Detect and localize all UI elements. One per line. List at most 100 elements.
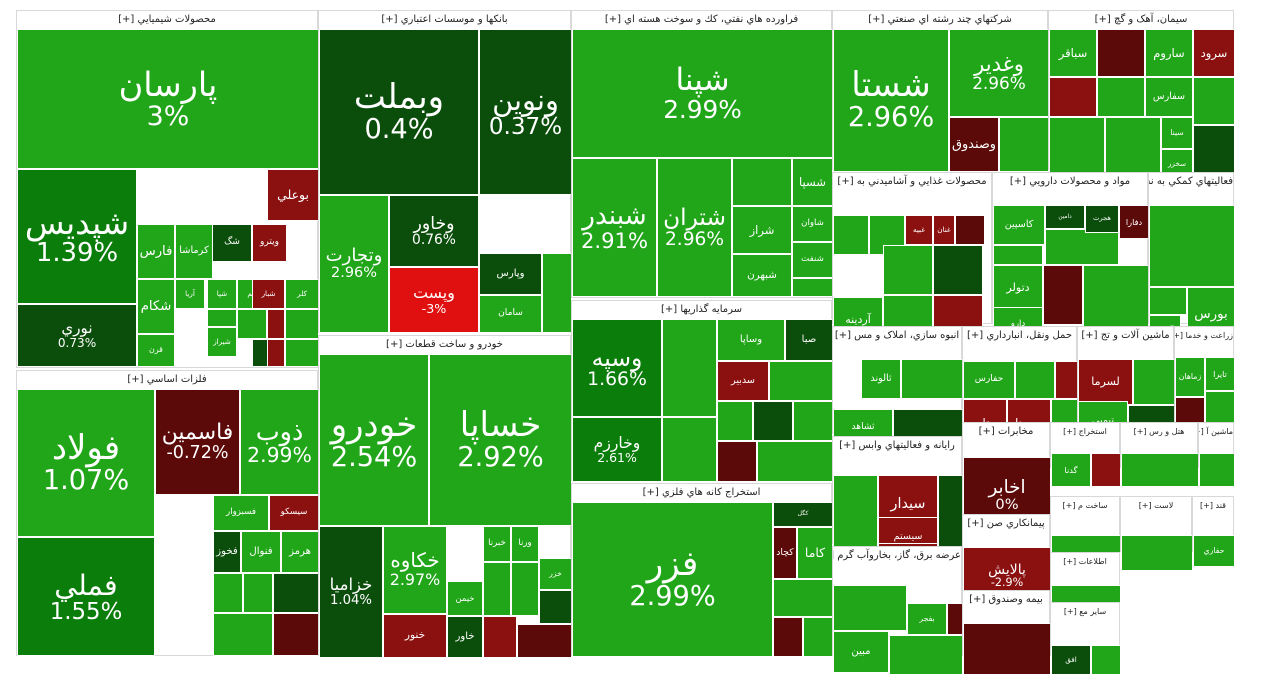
minor-tile[interactable] [237,309,267,339]
stock-tile[interactable]: دفارا [1119,205,1149,239]
stock-tile[interactable]: بوعلي [267,169,319,221]
sector-3[interactable]: خودرو و ساخت قطعات [+] خودرو 2.54% خساپا 2.9… [318,335,572,658]
stock-tile[interactable]: خاور [447,616,483,658]
sector-20[interactable]: بيمه وصندوق [+] [962,590,1051,675]
stock-tile[interactable]: گدنا [1051,453,1091,487]
sector-header[interactable]: پيمانكاري صن [+] [963,515,1049,532]
stock-tile[interactable]: لسرما [1078,359,1133,405]
minor-tile[interactable] [542,253,572,333]
minor-tile[interactable] [267,339,285,367]
minor-tile[interactable] [732,158,792,206]
minor-tile[interactable] [267,309,285,339]
sector-header[interactable]: مواد و محصولات دارويي [+] [993,173,1147,190]
stock-tile[interactable]: شسپا [792,158,833,206]
stock-tile[interactable]: وخاور 0.76% [389,195,479,267]
minor-tile[interactable] [1097,77,1145,117]
minor-tile[interactable] [793,401,833,441]
sector-0[interactable]: محصولات شيميايي [+] پارسان 3% شپديس 1.39% نور… [16,10,319,368]
stock-tile[interactable]: وساپا [717,319,785,361]
minor-tile[interactable] [717,441,757,482]
stock-tile[interactable]: نوري 0.73% [17,304,137,367]
minor-tile[interactable] [1105,117,1161,179]
stock-tile[interactable]: شستا 2.96% [833,29,949,172]
sector-header[interactable]: محصولات غذايي و آشاميدني به [+] [833,173,991,190]
stock-tile[interactable]: ويترو [252,224,287,262]
sector-header[interactable]: استخراج [+] [1051,423,1119,440]
sector-header[interactable]: مخابرات [+] [963,423,1049,440]
sector-12[interactable]: انبوه سازي، املاک و مس [+] ثالوند ثشاهد [832,326,963,447]
stock-tile[interactable]: آريا [175,279,205,309]
minor-tile[interactable] [717,401,753,441]
minor-tile[interactable] [285,339,319,367]
sector-6[interactable]: استخراج كانه هاي فلزي [+] فزر 2.99% کگل کچاد… [571,483,833,657]
stock-tile[interactable]: ساروم [1145,29,1193,77]
sector-header[interactable]: خودرو و ساخت قطعات [+] [319,336,570,353]
stock-tile[interactable]: سفارس [1145,77,1193,117]
minor-tile[interactable] [753,401,793,441]
stock-tile[interactable]: فولاد 1.07% [17,389,155,537]
stock-tile[interactable]: ورنا [511,526,539,562]
minor-tile[interactable] [273,613,319,656]
stock-tile[interactable]: خبرنا [483,526,511,562]
sector-header[interactable]: فلزات اساسي [+] [17,371,317,388]
stock-tile[interactable]: صبا [785,319,833,361]
stock-tile[interactable]: حفاري [1193,535,1235,567]
stock-tile[interactable]: وغدير 2.96% [949,29,1049,117]
stock-tile[interactable]: ذوب 2.99% [240,389,319,495]
stock-tile[interactable]: افق [1051,645,1091,675]
sector-7[interactable]: شرکتهاي چند رشته اي صنعتي [+] شستا 2.96% وغ… [832,10,1049,172]
sector-header[interactable]: قند [+] [1193,497,1233,514]
minor-tile[interactable] [773,617,803,657]
stock-tile[interactable]: شتران 2.96% [657,158,732,297]
stock-tile[interactable]: شکام [137,279,175,334]
minor-tile[interactable] [662,319,717,417]
minor-tile[interactable] [833,215,869,255]
minor-tile[interactable] [803,617,833,657]
stock-tile[interactable]: وصندوق [949,117,999,172]
minor-tile[interactable] [1049,77,1097,117]
stock-tile[interactable]: کلر [285,279,319,309]
stock-tile[interactable]: پارسان 3% [17,29,319,169]
sector-header[interactable]: زراعت و خدما [+] [1175,327,1233,344]
minor-tile[interactable] [883,245,933,295]
minor-tile[interactable] [1149,205,1235,287]
stock-tile[interactable]: هرمز [281,531,319,573]
minor-tile[interactable] [1133,359,1175,405]
stock-tile[interactable]: وپارس [479,253,542,295]
minor-tile[interactable] [1049,117,1105,179]
sector-header[interactable]: ماشين آلات و تج [+] [1078,327,1173,344]
sector-header[interactable]: ماشين آ [+] [1199,423,1233,440]
minor-tile[interactable] [1149,287,1187,315]
stock-tile[interactable]: کرماشا [175,224,213,279]
minor-tile[interactable] [901,359,963,399]
sector-header[interactable]: بيمه وصندوق [+] [963,591,1049,608]
stock-tile[interactable]: دامين [1045,205,1085,229]
stock-tile[interactable]: فاسمين -0.72% [155,389,240,495]
sector-25[interactable]: لاست [+] [1120,496,1193,571]
stock-tile[interactable]: خكاوه 2.97% [383,526,447,614]
minor-tile[interactable] [285,309,319,339]
stock-tile[interactable]: شراز [732,206,792,254]
sector-16[interactable]: رايانه و فعاليتهاي وابس [+]سيدارسيستمربو… [832,436,963,565]
sector-26[interactable]: قند [+] حفاري [1192,496,1235,567]
sector-header[interactable]: سيمان، آهک و گچ [+] [1049,11,1233,28]
minor-tile[interactable] [1121,535,1193,571]
sector-header[interactable]: سرمايه گذاريها [+] [572,301,831,318]
sector-header[interactable]: ساخت م [+] [1051,497,1119,514]
sector-header[interactable]: حمل ونقل، انبارداري [+] [963,327,1076,344]
sector-header[interactable]: عرضه برق، گاز، بخاروآب گرم [+] [833,547,961,564]
stock-tile[interactable]: شبار [252,279,285,309]
minor-tile[interactable] [1199,453,1235,487]
minor-tile[interactable] [1091,645,1121,675]
sector-22[interactable]: هتل و رس [+] [1120,422,1199,487]
sector-21[interactable]: استخراج [+] گدنا [1050,422,1121,487]
stock-tile[interactable]: غنان [933,215,955,245]
sector-23[interactable]: ماشين آ [+] [1198,422,1235,487]
stock-tile[interactable]: شپديس 1.39% [17,169,137,304]
minor-tile[interactable] [1043,265,1083,325]
stock-tile[interactable]: فنوال [241,531,281,573]
stock-tile[interactable]: وسپه 1.66% [572,319,662,417]
stock-tile[interactable]: غبيه [905,215,933,245]
stock-tile[interactable]: سامان [479,295,542,333]
stock-tile[interactable]: شبهرن [732,254,792,297]
